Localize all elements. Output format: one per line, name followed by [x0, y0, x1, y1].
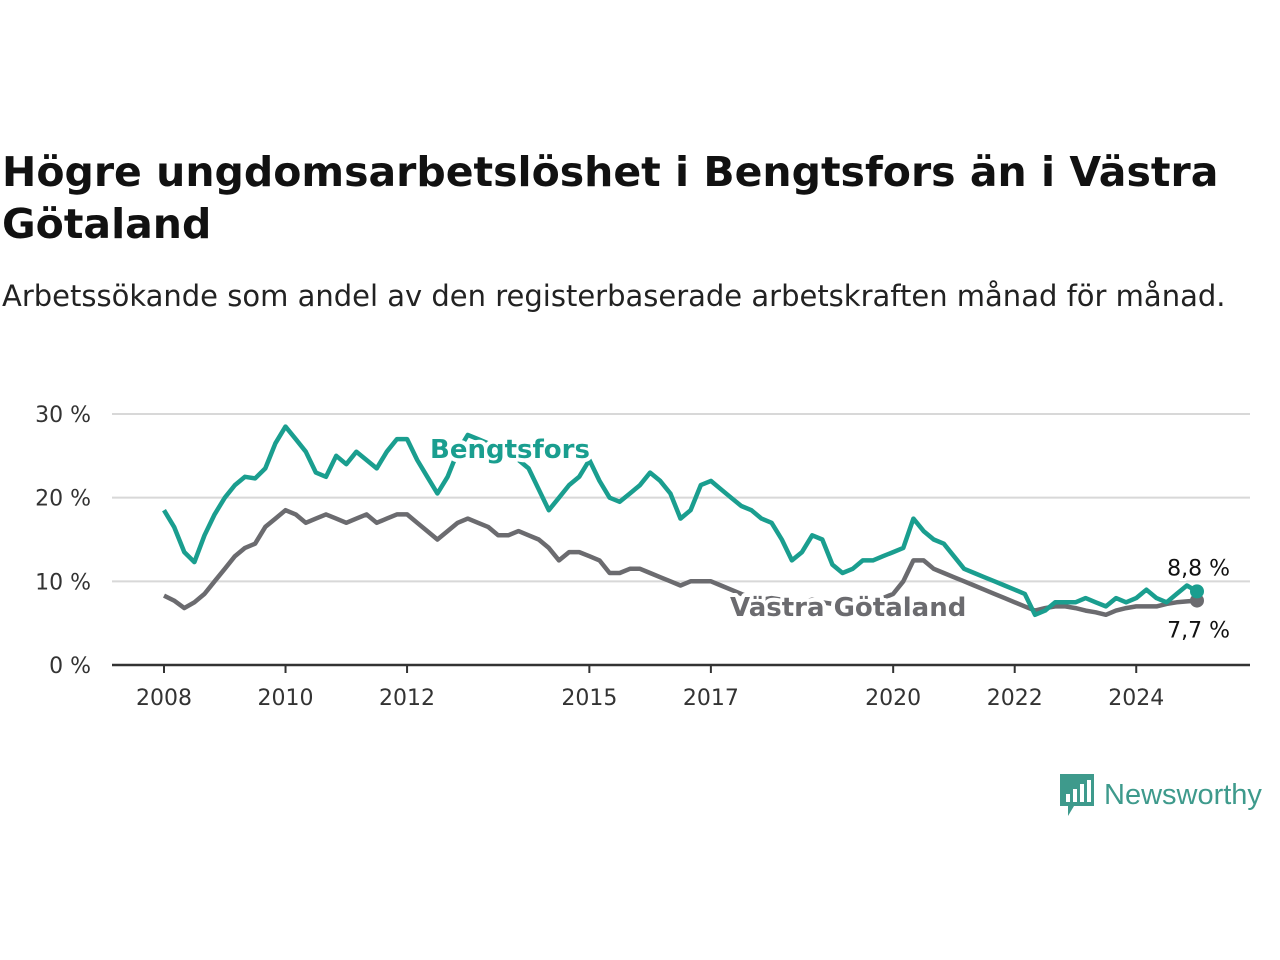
series-label-bengtsfors: Bengtsfors — [430, 435, 590, 465]
logo-text: Newsworthy — [1104, 778, 1262, 811]
x-axis: 2008 2010 2012 2015 2017 2020 2022 2024 — [112, 663, 1250, 711]
line-chart: 0 % 10 % 20 % 30 % 2008 2010 2012 2015 2017 2020… — [35, 403, 1250, 711]
series-line-vastra-gotaland — [163, 507, 1198, 618]
x-tick-label: 2020 — [865, 686, 921, 711]
bar-chart-icon — [1060, 774, 1094, 816]
y-tick-label: 10 % — [35, 570, 91, 595]
x-tick-label: 2012 — [379, 686, 435, 711]
end-label-bengtsfors: 8,8 % — [1167, 556, 1230, 581]
y-tick-label: 20 % — [35, 487, 91, 512]
x-tick-label: 2010 — [258, 686, 314, 711]
series-line-bengtsfors — [162, 424, 1199, 618]
x-tick-label: 2022 — [987, 686, 1043, 711]
x-tick-label: 2017 — [683, 686, 739, 711]
chart-subtitle: Arbetssökande som andel av den registerb… — [2, 279, 1226, 313]
end-label-vastra-gotaland: 7,7 % — [1167, 619, 1230, 644]
grid-lines — [112, 413, 1250, 583]
y-axis: 0 % 10 % 20 % 30 % — [35, 403, 91, 679]
chart-title: Högre ungdomsarbetslöshet i Bengtsfors ä… — [2, 148, 1219, 248]
series-label-vastra-gotaland: Västra Götaland — [730, 593, 966, 623]
newsworthy-logo: Newsworthy — [1058, 772, 1262, 818]
x-tick-label: 2008 — [136, 686, 192, 711]
x-tick-label: 2015 — [561, 686, 617, 711]
series-lines — [162, 424, 1204, 618]
x-tick-label: 2024 — [1108, 686, 1164, 711]
end-point-bengtsfors — [1190, 584, 1204, 599]
y-tick-label: 30 % — [35, 403, 91, 428]
y-tick-label: 0 % — [49, 654, 91, 679]
series-labels: Bengtsfors Västra Götaland 8,8 % 7,7 % — [426, 431, 1233, 647]
